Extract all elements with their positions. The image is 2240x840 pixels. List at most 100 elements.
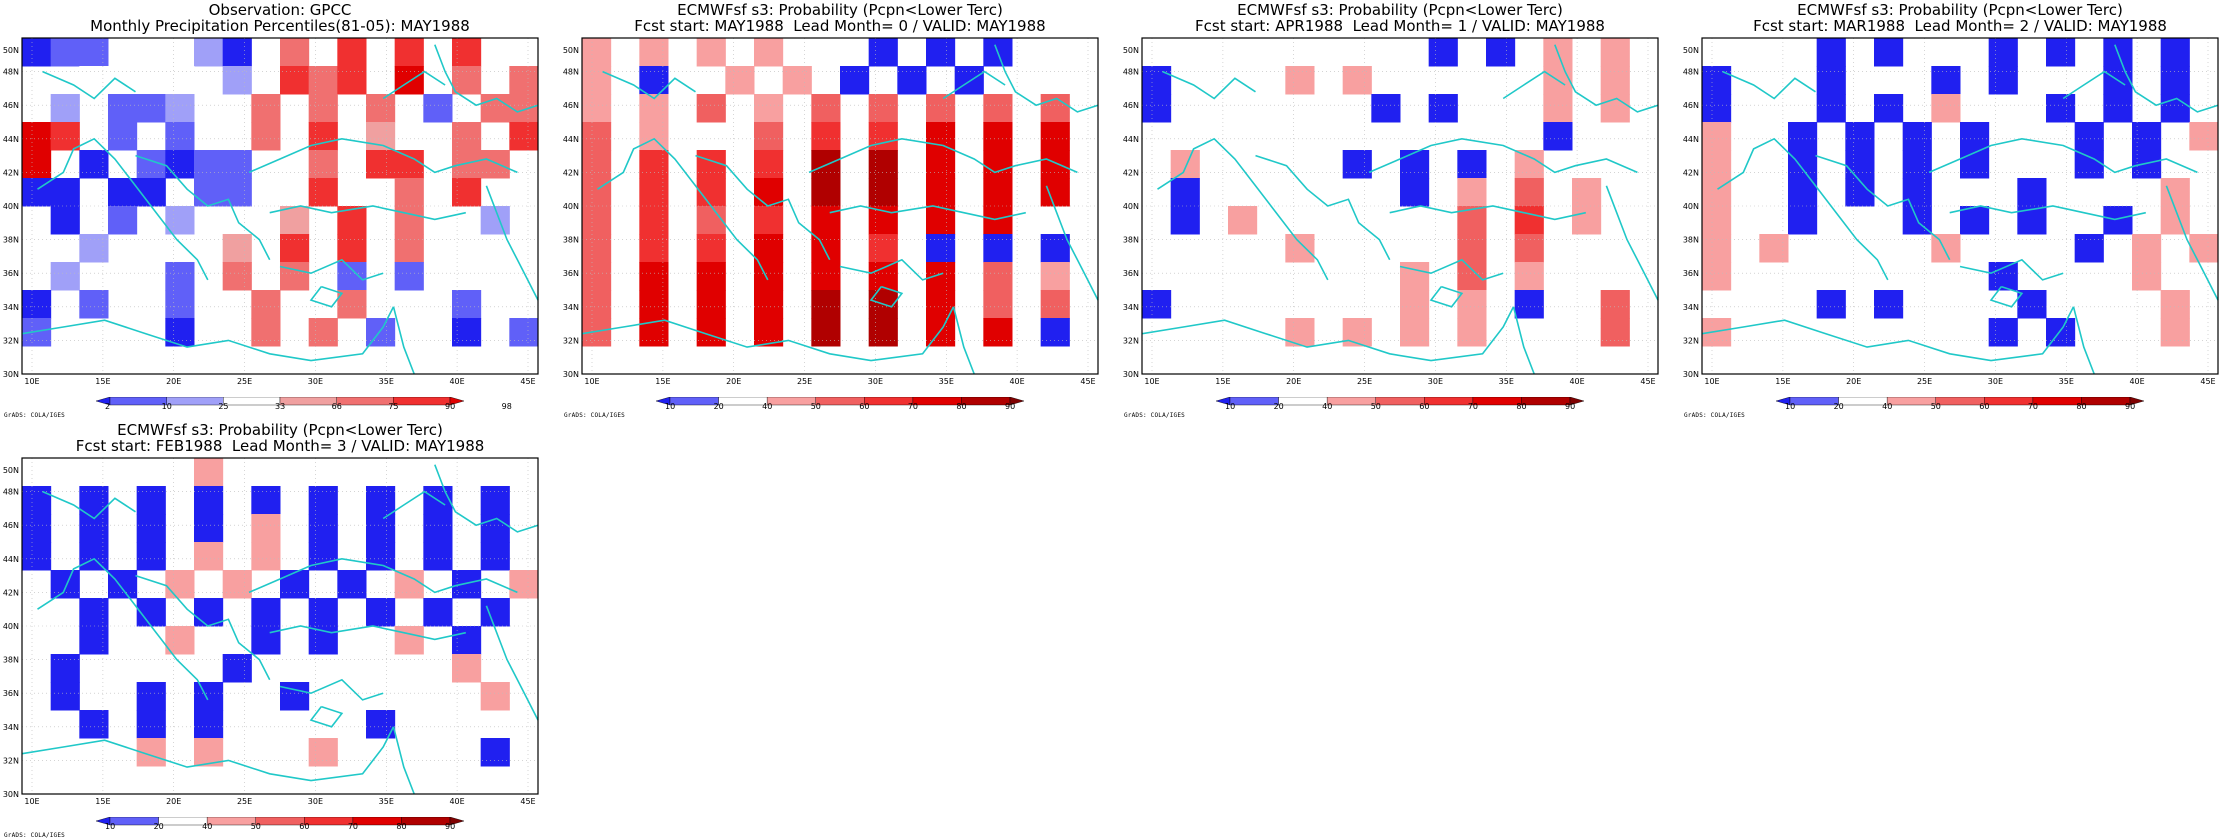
grid-cell — [452, 570, 482, 599]
grid-cell — [782, 66, 812, 95]
color-bar-tick-label: 20 — [1273, 402, 1284, 411]
panel-title: ECMWFsf s3: Probability (Pcpn<Lower Terc… — [117, 421, 443, 439]
lat-tick-label: 32N — [563, 336, 579, 345]
color-bar-swatch — [304, 816, 354, 826]
color-bar-tick-label: 90 — [1565, 402, 1576, 411]
coastline — [1512, 306, 1535, 375]
grid-cell — [754, 234, 784, 263]
color-bar-tick-label: 80 — [1516, 402, 1527, 411]
lat-tick-label: 36N — [3, 269, 19, 278]
lon-tick-label: 30E — [308, 377, 323, 386]
coastline — [382, 70, 446, 100]
grid-cell — [308, 598, 338, 627]
coastline — [248, 137, 518, 174]
grid-cell — [983, 178, 1013, 207]
color-bar-tick-label: 80 — [396, 822, 407, 831]
color-bar: 2 10 25 33 66 75 90 98 — [95, 392, 512, 411]
map-frame — [21, 37, 539, 375]
lat-tick-label: 42N — [3, 168, 19, 177]
lon-tick-label: 40E — [1009, 377, 1024, 386]
grads-credit: GrADS: COLA/IGES — [1684, 412, 1745, 419]
lat-tick-label: 48N — [1683, 68, 1699, 77]
color-bar-swatch — [1326, 396, 1376, 406]
grid-cell — [754, 262, 784, 291]
grid-cell — [366, 486, 396, 515]
grid-cell — [639, 150, 669, 179]
grid-cell — [1400, 262, 1430, 291]
lon-tick-label: 25E — [797, 377, 812, 386]
lat-tick-label: 34N — [1683, 303, 1699, 312]
coastline — [392, 306, 415, 375]
grid-cell — [136, 598, 166, 627]
lat-tick-label: 38N — [3, 656, 19, 665]
grid-cell — [1170, 178, 1200, 207]
lon-tick-label: 45E — [520, 797, 535, 806]
grads-credit: GrADS: COLA/IGES — [4, 832, 65, 839]
color-bar-tick-label: 25 — [218, 402, 229, 411]
coastline — [269, 205, 466, 221]
grid-cell — [308, 122, 338, 151]
coastline — [248, 557, 518, 594]
grid-cell — [868, 38, 898, 67]
lon-tick-label: 40E — [2129, 377, 2144, 386]
grid-cell — [1040, 178, 1070, 207]
lat-tick-label: 46N — [1683, 101, 1699, 110]
color-bar-tick-label: 40 — [202, 822, 213, 831]
grid-cell — [509, 122, 539, 151]
map-plot: 50N 48N 46N 44N 42N 40N 38N 36N 34N 32N 30N 10E 15E 2… — [3, 37, 539, 386]
color-bar-swatch — [1521, 396, 1571, 406]
panel-subtitle: Monthly Precipitation Percentiles(81-05)… — [90, 17, 470, 35]
coastline — [808, 137, 1078, 174]
coastline — [37, 557, 209, 701]
color-bar-tick-label: 60 — [299, 822, 310, 831]
grid-cell — [222, 234, 252, 263]
grid-cell — [1960, 150, 1990, 179]
grid-cell — [582, 262, 612, 291]
grid-cell — [1457, 318, 1487, 347]
lat-tick-label: 44N — [563, 135, 579, 144]
lon-tick-label: 30E — [868, 377, 883, 386]
grid-cell — [509, 66, 539, 95]
lon-tick-label: 30E — [1428, 377, 1443, 386]
grid-cell — [394, 626, 424, 655]
grid-cell — [582, 290, 612, 319]
lon-tick-label: 35E — [2059, 377, 2074, 386]
grid-cell — [926, 290, 956, 319]
map-plot: 50N 48N 46N 44N 42N 40N 38N 36N 34N 32N 30N 10E 15E 2… — [563, 37, 1099, 386]
grid-cell — [639, 66, 669, 95]
grid-cell — [1816, 38, 1846, 67]
grid-cell — [2046, 318, 2076, 347]
color-bar-swatch — [864, 396, 914, 406]
coastline — [829, 205, 1026, 221]
lat-tick-label: 40N — [563, 202, 579, 211]
grid-cell — [108, 206, 138, 235]
grid-cell — [2132, 150, 2162, 179]
grid-cell — [509, 318, 539, 347]
grid-cell — [1170, 206, 1200, 235]
grid-cell — [194, 542, 224, 571]
grid-cell — [2132, 262, 2162, 291]
lon-tick-label: 40E — [449, 797, 464, 806]
grid-cell — [308, 178, 338, 207]
grid-cell — [1572, 206, 1602, 235]
grid-cell — [280, 38, 310, 67]
grid-cell — [452, 66, 482, 95]
grid-cell — [136, 38, 166, 67]
grid-cell — [2160, 38, 2190, 67]
color-bar-swatch — [2129, 396, 2145, 406]
color-bar-tick-label: 70 — [1467, 402, 1479, 411]
color-bar-swatch — [1472, 396, 1522, 406]
color-bar-tick-label: 10 — [105, 822, 116, 831]
grid-cell — [394, 570, 424, 599]
lon-tick-label: 10E — [24, 377, 39, 386]
color-bar-swatch — [766, 396, 816, 406]
color-bar-swatch — [449, 396, 465, 406]
grid-cell — [926, 122, 956, 151]
grid-cell — [1816, 290, 1846, 319]
grid-cell — [639, 290, 669, 319]
grid-cell — [1988, 262, 2018, 291]
grid-cell — [1600, 38, 1630, 67]
grid-cell — [194, 486, 224, 515]
grid-cell — [480, 150, 510, 179]
grid-cell — [1702, 206, 1732, 235]
